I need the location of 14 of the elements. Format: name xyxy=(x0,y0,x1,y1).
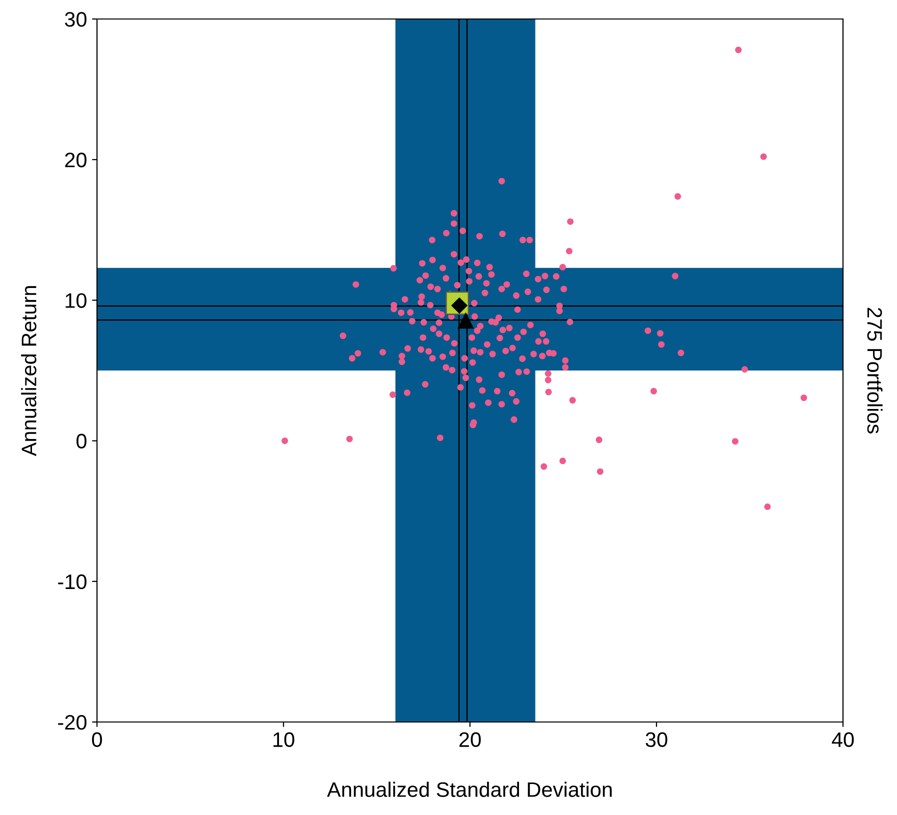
x-tick-label: 30 xyxy=(646,732,668,748)
y-tick-label: -20 xyxy=(58,715,86,730)
x-tick-label: 10 xyxy=(274,732,294,748)
y-tick-label: 30 xyxy=(64,12,86,27)
y-tick-label: -10 xyxy=(58,574,86,590)
y2-axis-title: 275 Portfolios xyxy=(867,308,883,434)
y-tick-label: 20 xyxy=(65,152,86,168)
x-tick-label: 20 xyxy=(459,732,481,748)
y-axis-title: Annualized Return xyxy=(21,286,36,456)
x-axis-title: Annualized Standard Deviation xyxy=(327,782,612,797)
x-tick-label: 40 xyxy=(832,732,854,748)
y-tick-label: 10 xyxy=(66,293,86,308)
y-tick-label: 0 xyxy=(76,434,86,449)
x-tick-label: 0 xyxy=(92,732,102,748)
